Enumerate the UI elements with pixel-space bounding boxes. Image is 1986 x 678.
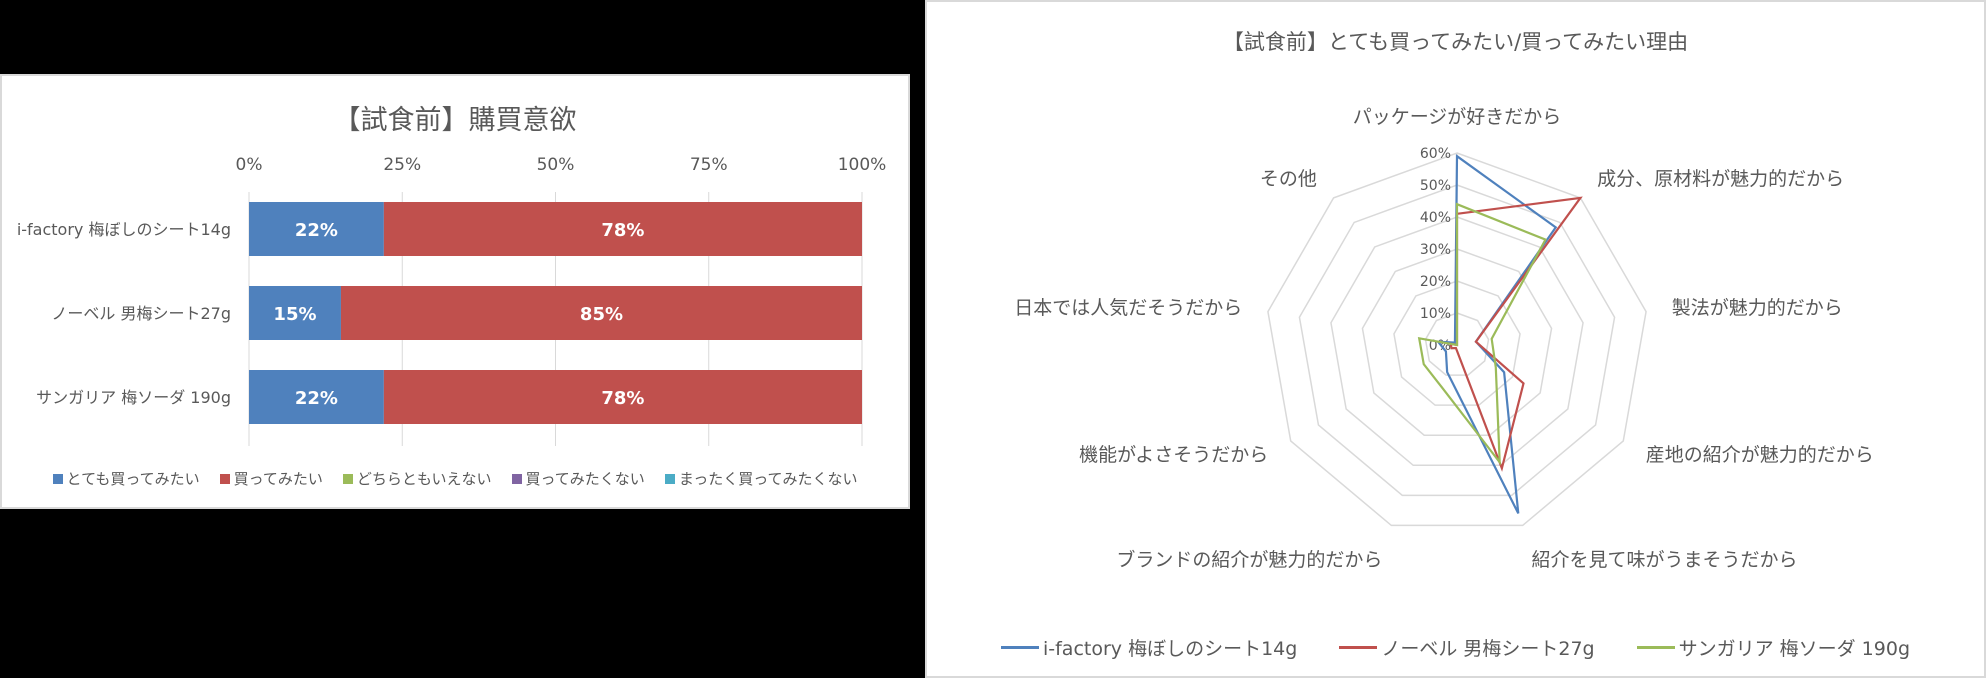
legend-line <box>1339 646 1378 649</box>
bar-chart-legend: とても買ってみたい 買ってみたい どちらともいえない 買ってみたくない まったく… <box>2 468 908 489</box>
legend-swatch <box>219 473 230 484</box>
bar-segment <box>383 370 862 424</box>
legend-label: サンガリア 梅ソーダ 190g <box>1678 638 1910 660</box>
legend-item-want: 買ってみたい <box>219 468 323 489</box>
radar-grid-ring <box>1330 216 1584 467</box>
bar-segment <box>383 202 862 256</box>
radar-category-label: 紹介を見て味がうまそうだから <box>1532 549 1798 571</box>
data-label: 15% <box>273 304 316 325</box>
radar-category-label: 日本では人気だそうだから <box>1014 297 1242 319</box>
data-label: 22% <box>295 220 338 241</box>
radar-category-label: その他 <box>1260 168 1317 190</box>
legend-swatch <box>52 473 63 484</box>
radial-tick-label: 20% <box>1420 274 1451 290</box>
legend-label: どちらともいえない <box>356 470 492 488</box>
radar-category-label: 産地の紹介が魅力的だから <box>1646 444 1874 466</box>
bar-segment <box>249 370 384 424</box>
radar-category-label: 成分、原材料が魅力的だから <box>1597 168 1844 190</box>
legend-label: まったく買ってみたくない <box>678 470 858 488</box>
radar-category-label: 機能がよさそうだから <box>1079 444 1268 466</box>
radial-tick-label: 50% <box>1420 178 1451 194</box>
radar-category-label: パッケージが好きだから <box>1353 106 1562 128</box>
legend-label: i-factory 梅ぼしのシート14g <box>1042 638 1298 660</box>
legend-swatch <box>342 473 353 484</box>
radar-category-label: ブランドの紹介が魅力的だから <box>1116 548 1382 571</box>
legend-item-sangaria: サンガリア 梅ソーダ 190g <box>1636 634 1910 661</box>
bar-chart-plot: 0% 25% 50% 75% 100% 22% 78% i-factory 梅ぼしのシート14… <box>17 155 887 446</box>
data-label: 78% <box>601 220 644 241</box>
radar-grid-ring <box>1361 248 1553 436</box>
x-tick-label: 50% <box>537 155 575 175</box>
radial-tick-label: 40% <box>1420 210 1451 226</box>
radar-chart-plot: 0%10%20%30%40%50%60%パッケージが好きだから成分、原材料が魅力… <box>1014 106 1874 571</box>
radar-grid-ring <box>1298 184 1616 497</box>
category-label: i-factory 梅ぼしのシート14g <box>17 220 231 239</box>
radar-category-label: 製法が魅力的だから <box>1672 297 1843 319</box>
legend-label: 買ってみたい <box>233 470 323 488</box>
x-tick-label: 75% <box>690 155 728 175</box>
legend-line <box>1636 646 1675 649</box>
bar-chart-title: 【試食前】購買意欲 <box>333 105 577 136</box>
data-label: 22% <box>295 388 338 409</box>
purchase-intent-chart: 【試食前】購買意欲 0% 25% 50% 75% 100% 22% 78% i-factory… <box>0 74 910 509</box>
radar-chart-title: 【試食前】とても買ってみたい/買ってみたい理由 <box>1222 30 1689 54</box>
x-tick-label: 100% <box>838 155 887 175</box>
legend-item-not-want: 買ってみたくない <box>511 468 645 489</box>
category-label: ノーベル 男梅シート27g <box>51 304 231 323</box>
purchase-reason-chart: 【試食前】とても買ってみたい/買ってみたい理由 0% 10% 20% 30% 40% 50… <box>925 0 1986 678</box>
legend-label: ノーベル 男梅シート27g <box>1381 638 1595 660</box>
legend-swatch <box>511 473 522 484</box>
radial-tick-label: 10% <box>1420 306 1451 322</box>
legend-label: 買ってみたくない <box>525 470 645 488</box>
radar-series-line <box>1417 202 1548 466</box>
legend-item-never-want: まったく買ってみたくない <box>664 468 858 489</box>
radar-chart-legend: i-factory 梅ぼしのシート14g ノーベル 男梅シート27g サンガリア… <box>927 634 1984 661</box>
legend-item-neutral: どちらともいえない <box>342 468 492 489</box>
legend-item-ifactory: i-factory 梅ぼしのシート14g <box>1000 634 1298 661</box>
legend-swatch <box>664 473 675 484</box>
x-tick-label: 25% <box>383 155 421 175</box>
data-label: 85% <box>580 304 623 325</box>
legend-item-nobel: ノーベル 男梅シート27g <box>1339 634 1595 661</box>
radial-tick-label: 60% <box>1420 146 1451 162</box>
radar-grid-ring <box>1393 280 1521 406</box>
bar-segment <box>340 286 862 340</box>
legend-line <box>1000 646 1039 649</box>
x-tick-label: 0% <box>236 155 263 175</box>
radial-tick-label: 30% <box>1420 242 1451 258</box>
category-label: サンガリア 梅ソーダ 190g <box>36 388 231 407</box>
data-label: 78% <box>601 388 644 409</box>
bar-segment <box>249 286 341 340</box>
bar-segment <box>249 202 384 256</box>
legend-label: とても買ってみたい <box>66 470 200 488</box>
legend-item-very-want: とても買ってみたい <box>52 468 200 489</box>
radar-grid-ring <box>1267 152 1647 527</box>
